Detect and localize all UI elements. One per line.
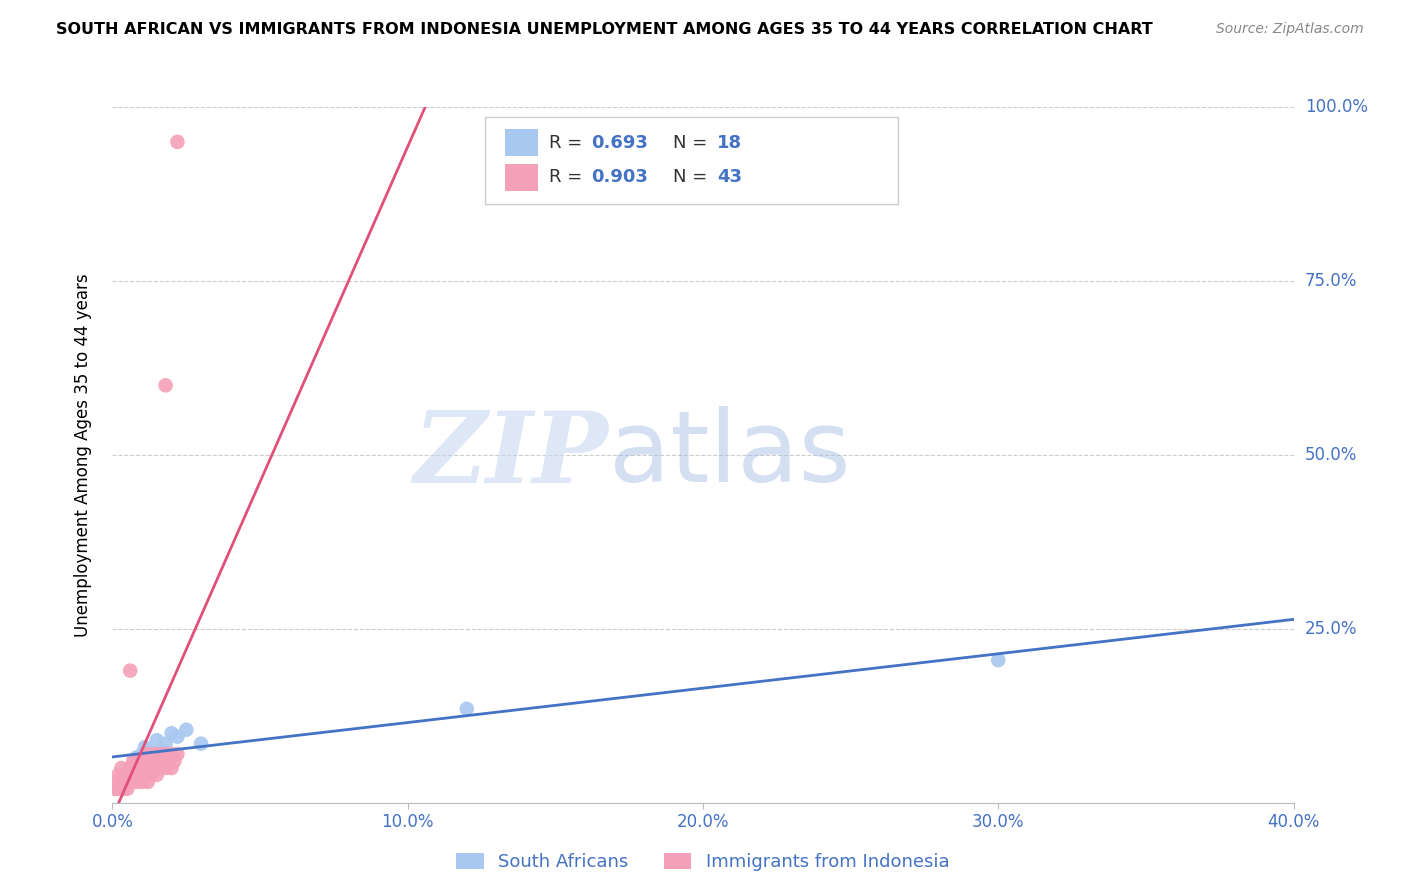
Text: 18: 18 (717, 134, 742, 152)
Text: R =: R = (550, 169, 589, 186)
Text: 43: 43 (717, 169, 742, 186)
Point (134, 754, 156, 768)
Point (136, 744, 159, 758)
Point (117, 775, 138, 789)
Point (136, 775, 159, 789)
Point (117, 768, 138, 782)
Point (120, 775, 142, 789)
Point (122, 768, 145, 782)
Point (456, 702, 478, 716)
Point (122, 761, 145, 775)
Text: R =: R = (550, 134, 589, 152)
Point (110, 775, 132, 789)
Point (166, 135, 188, 149)
Point (112, 781, 135, 796)
Point (155, 761, 177, 775)
Point (139, 768, 162, 782)
Point (128, 757, 150, 772)
Text: atlas: atlas (609, 407, 851, 503)
Text: N =: N = (673, 169, 713, 186)
Point (125, 775, 148, 789)
Text: ZIP: ZIP (413, 407, 609, 503)
Text: 75.0%: 75.0% (1305, 272, 1357, 290)
Point (110, 761, 132, 775)
Point (166, 730, 188, 744)
Point (142, 747, 165, 761)
Point (134, 740, 156, 755)
Point (149, 761, 172, 775)
Y-axis label: Unemployment Among Ages 35 to 44 years: Unemployment Among Ages 35 to 44 years (73, 273, 91, 637)
Point (117, 781, 138, 796)
Point (122, 754, 145, 768)
Point (128, 754, 150, 768)
Legend: South Africans, Immigrants from Indonesia: South Africans, Immigrants from Indonesi… (450, 846, 956, 879)
Point (128, 768, 150, 782)
Point (166, 747, 188, 761)
Point (155, 737, 177, 751)
Point (152, 754, 174, 768)
Text: 0.903: 0.903 (591, 169, 648, 186)
Point (104, 775, 127, 789)
Point (125, 750, 148, 764)
Point (131, 775, 153, 789)
Point (987, 653, 1010, 667)
Point (160, 726, 183, 740)
Point (134, 768, 156, 782)
Point (131, 761, 153, 775)
Point (104, 781, 127, 796)
Point (160, 761, 183, 775)
Text: 50.0%: 50.0% (1305, 446, 1357, 464)
Point (160, 747, 183, 761)
Point (190, 737, 212, 751)
Point (149, 744, 172, 758)
Point (174, 723, 197, 737)
Point (120, 761, 142, 775)
Point (146, 768, 169, 782)
Point (146, 733, 169, 747)
FancyBboxPatch shape (485, 118, 898, 204)
Point (149, 747, 172, 761)
Point (125, 761, 148, 775)
Point (163, 754, 186, 768)
Point (155, 747, 177, 761)
Point (142, 761, 165, 775)
Text: N =: N = (673, 134, 713, 152)
Point (117, 768, 138, 782)
Point (110, 775, 132, 789)
Point (139, 754, 162, 768)
Point (139, 750, 162, 764)
Point (112, 768, 135, 782)
Point (157, 754, 180, 768)
Point (155, 378, 177, 392)
Point (120, 664, 142, 678)
Point (107, 781, 129, 796)
Text: SOUTH AFRICAN VS IMMIGRANTS FROM INDONESIA UNEMPLOYMENT AMONG AGES 35 TO 44 YEAR: SOUTH AFRICAN VS IMMIGRANTS FROM INDONES… (56, 22, 1153, 37)
Point (136, 747, 159, 761)
Text: Source: ZipAtlas.com: Source: ZipAtlas.com (1216, 22, 1364, 37)
Text: 100.0%: 100.0% (1305, 98, 1368, 116)
Point (107, 768, 129, 782)
Text: 0.693: 0.693 (591, 134, 648, 152)
FancyBboxPatch shape (505, 164, 537, 191)
FancyBboxPatch shape (505, 129, 537, 156)
Point (131, 747, 153, 761)
Text: 25.0%: 25.0% (1305, 620, 1357, 638)
